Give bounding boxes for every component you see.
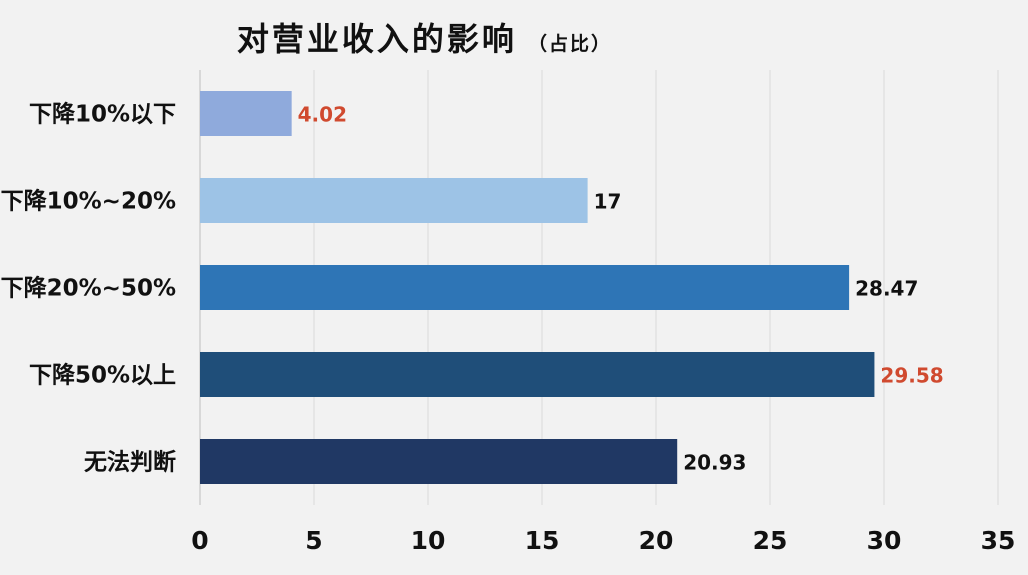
category-label-5: 无法判断 (84, 449, 176, 476)
value-labels: 4.02 17 28.47 29.58 20.93 (298, 103, 944, 475)
bar-3 (200, 265, 850, 310)
x-tick-label-10: 10 (411, 526, 446, 555)
x-tick-label-15: 15 (525, 526, 560, 555)
category-label-2: 下降10%~20% (1, 189, 176, 215)
bar-1 (200, 91, 292, 136)
bar-2 (200, 178, 588, 223)
bar-5 (200, 439, 678, 484)
category-label-4: 下降50%以上 (29, 363, 176, 389)
x-tick-label-30: 30 (867, 526, 902, 555)
chart-title-sub: （占比） (528, 32, 612, 55)
x-tick-label-35: 35 (981, 526, 1016, 555)
chart-title: 对营业收入的影响 （占比） (237, 20, 612, 58)
x-tick-label-20: 20 (639, 526, 674, 555)
value-label-1: 4.02 (298, 103, 347, 127)
value-label-4: 29.58 (880, 364, 943, 388)
category-label-1: 下降10%以下 (29, 102, 176, 128)
value-label-2: 17 (594, 190, 622, 214)
x-axis-ticks: 0 5 10 15 20 25 30 35 (191, 526, 1015, 555)
value-label-5: 20.93 (683, 451, 746, 475)
x-tick-label-25: 25 (753, 526, 788, 555)
bars (200, 91, 875, 484)
category-label-3: 下降20%~50% (1, 276, 176, 302)
value-label-3: 28.47 (855, 277, 918, 301)
bar-4 (200, 352, 875, 397)
chart-title-main: 对营业收入的影响 (237, 20, 517, 58)
x-tick-label-0: 0 (191, 526, 208, 555)
x-tick-label-5: 5 (305, 526, 322, 555)
